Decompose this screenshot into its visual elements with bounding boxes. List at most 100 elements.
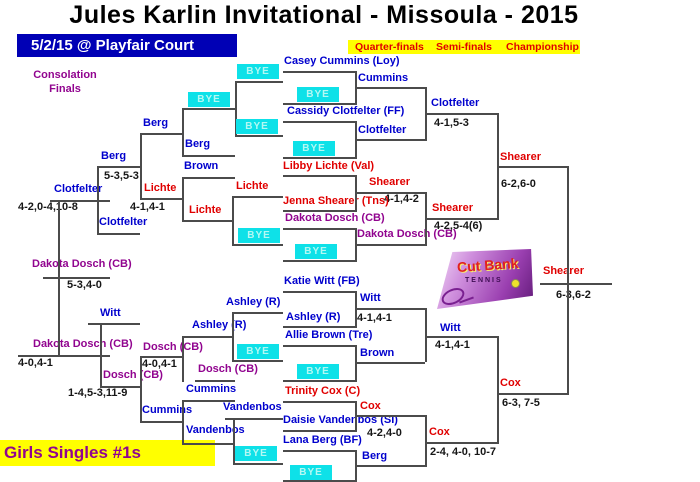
player-name: Jenna Shearer (Tns) xyxy=(283,195,389,207)
consolation-label-line2: Finals xyxy=(49,83,81,95)
bye-box: BYE xyxy=(297,87,339,102)
player-name: Vandenbos xyxy=(186,424,245,436)
player-name: Clotfelter xyxy=(431,97,480,109)
player-name: Shearer xyxy=(369,176,410,188)
bracket-line-vertical xyxy=(497,336,499,444)
player-name: Daisie Vandenbos (SI) xyxy=(283,414,398,426)
bracket-line-vertical xyxy=(182,336,184,382)
player-name: Lichte xyxy=(189,204,222,216)
player-name: Witt xyxy=(100,307,121,319)
match-score: 4-1,4-2 xyxy=(384,193,419,205)
player-name: Berg xyxy=(101,150,127,162)
bracket-line-horizontal xyxy=(182,108,235,110)
player-name: Allie Brown (Tre) xyxy=(285,329,373,341)
bracket-line-horizontal xyxy=(425,442,497,444)
bracket-line-horizontal xyxy=(283,345,355,347)
bracket-line-horizontal xyxy=(50,200,110,202)
round-header-championship: Championship xyxy=(506,41,579,53)
bracket-line-horizontal xyxy=(355,192,425,194)
bracket-line-horizontal xyxy=(140,421,182,423)
player-name: Cox xyxy=(500,377,521,389)
bracket-line-horizontal xyxy=(43,277,110,279)
round-header-quarterfinals: Quarter-finals xyxy=(355,41,424,53)
player-name: Dakota Dosch (CB) xyxy=(32,258,132,270)
player-name: Cox xyxy=(429,426,450,438)
bracket-line-horizontal xyxy=(235,135,283,137)
bracket-line-horizontal xyxy=(97,166,140,168)
bracket-line-horizontal xyxy=(425,336,497,338)
bracket-line-horizontal xyxy=(355,415,425,417)
bracket-line-horizontal xyxy=(232,244,283,246)
bracket-line-vertical xyxy=(232,312,234,362)
player-name: Dakota Dosch (CB) xyxy=(357,228,457,240)
bracket-line-vertical xyxy=(425,308,427,362)
player-name: Shearer xyxy=(543,265,584,277)
bracket-line-horizontal xyxy=(235,81,283,83)
consolation-finals-label: Consolation Finals xyxy=(20,68,110,96)
consolation-label-line1: Consolation xyxy=(33,69,97,81)
bracket-line-horizontal xyxy=(283,480,355,482)
bracket-line-horizontal xyxy=(283,326,355,328)
bracket-line-horizontal xyxy=(355,362,425,364)
logo-sub-text: TENNIS xyxy=(465,277,503,284)
page-title: Jules Karlin Invitational - Missoula - 2… xyxy=(69,1,579,29)
bracket-line-horizontal xyxy=(140,133,182,135)
bracket-line-vertical xyxy=(97,166,99,235)
bracket-line-vertical xyxy=(355,71,357,105)
player-name: Shearer xyxy=(432,202,473,214)
player-name: Cummins xyxy=(186,383,237,395)
player-name: Cassidy Clotfelter (FF) xyxy=(287,105,405,117)
bracket-line-horizontal xyxy=(182,400,235,402)
match-score: 6-2,6-0 xyxy=(501,178,536,190)
player-name: Dakota Dosch (CB) xyxy=(285,212,385,224)
bye-box: BYE xyxy=(238,228,280,243)
bracket-line-horizontal xyxy=(540,283,612,285)
bracket-line-vertical xyxy=(100,323,102,388)
bracket-line-vertical xyxy=(355,175,357,212)
bracket-line-vertical xyxy=(232,196,234,246)
bye-box: BYE xyxy=(290,465,332,480)
player-name: Dosch (CB) xyxy=(103,369,163,381)
bracket-line-horizontal xyxy=(497,393,567,395)
bracket-line-vertical xyxy=(140,133,142,200)
bye-box: BYE xyxy=(237,64,279,79)
event-banner: Girls Singles #1s xyxy=(0,440,215,466)
bracket-line-horizontal xyxy=(140,356,182,358)
bracket-line-horizontal xyxy=(233,463,283,465)
match-score: 4-2,4-0 xyxy=(367,427,402,439)
bracket-line-horizontal xyxy=(182,155,235,157)
match-score: 6-3, 7-5 xyxy=(502,397,540,409)
match-score: 5-3,5-3 xyxy=(104,170,139,182)
tennis-ball-icon xyxy=(511,279,520,288)
bracket-line-horizontal xyxy=(283,103,355,105)
match-score: 6-3,6-2 xyxy=(556,289,591,301)
bracket-line-horizontal xyxy=(182,443,233,445)
bracket-line-horizontal xyxy=(283,228,355,230)
bracket-line-horizontal xyxy=(283,401,355,403)
bracket-line-horizontal xyxy=(355,139,425,141)
bracket-line-horizontal xyxy=(355,465,425,467)
match-score: 4-0,4-1 xyxy=(18,357,53,369)
bracket-line-vertical xyxy=(355,228,357,262)
player-name: Lana Berg (BF) xyxy=(283,434,362,446)
player-name: Witt xyxy=(440,322,461,334)
bracket-line-horizontal xyxy=(182,220,232,222)
player-name: Clotfelter xyxy=(358,124,407,136)
bracket-line-horizontal xyxy=(88,323,140,325)
bracket-line-vertical xyxy=(140,356,142,423)
bracket-line-horizontal xyxy=(182,336,232,338)
player-name: Ashley (R) xyxy=(192,319,247,331)
bracket-line-horizontal xyxy=(283,121,355,123)
match-score: 4-0,4-1 xyxy=(142,358,177,370)
bye-box: BYE xyxy=(237,344,279,359)
bracket-line-horizontal xyxy=(425,113,497,115)
round-header-semifinals: Semi-finals xyxy=(436,41,493,53)
player-name: Ashley (R) xyxy=(226,296,281,308)
bracket-line-vertical xyxy=(355,345,357,382)
bracket-line-horizontal xyxy=(283,430,355,432)
bracket-line-vertical xyxy=(182,400,184,445)
player-name: Cummins xyxy=(142,404,193,416)
bracket-line-vertical xyxy=(425,415,427,467)
bracket-line-horizontal xyxy=(355,87,425,89)
bracket-line-vertical xyxy=(355,121,357,159)
